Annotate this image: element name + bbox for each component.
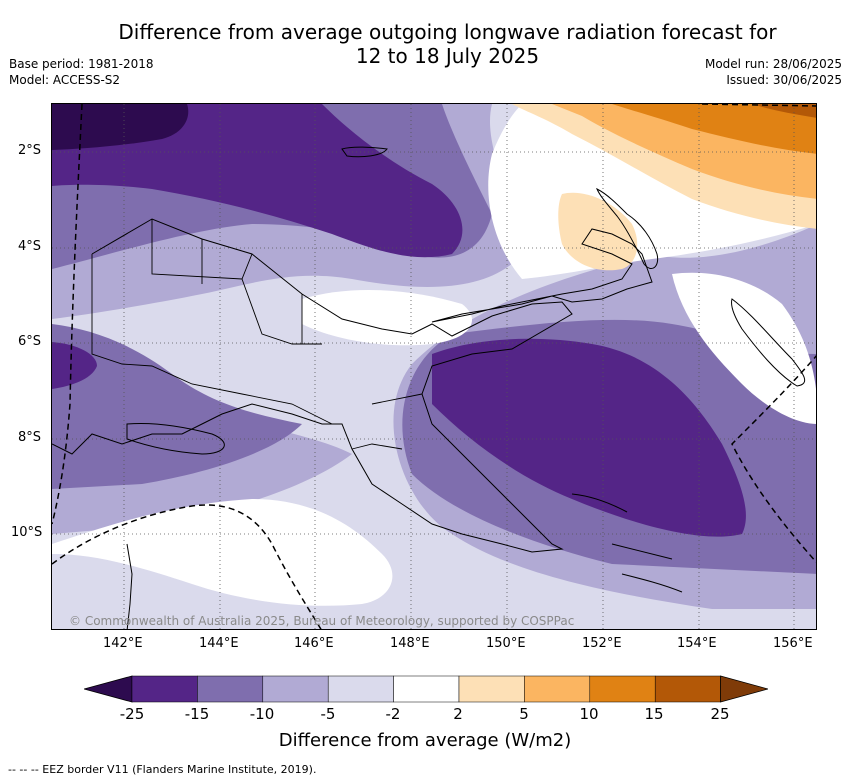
x-tick-150e: 150°E — [486, 636, 526, 651]
band-below-minus25 — [52, 104, 189, 150]
colorbar-label-3: -5 — [320, 705, 336, 723]
colorbar-label-9: 25 — [710, 705, 730, 723]
base-period: Base period: 1981-2018 — [9, 57, 154, 71]
band-minus25-west — [52, 342, 97, 389]
colorbar-title: Difference from average (W/m2) — [278, 730, 572, 751]
colorbar-cell-1 — [131, 675, 198, 703]
x-tick-154e: 154°E — [677, 636, 717, 651]
coastlines — [52, 146, 806, 629]
colorbar-label-0: -25 — [119, 705, 145, 723]
y-tick-10s: 10°S — [11, 525, 43, 540]
band-neutral-center — [302, 289, 472, 346]
colorbar-cell-2 — [197, 675, 264, 703]
band-plus15 — [752, 104, 816, 118]
band-neutral-south — [52, 499, 393, 606]
colorbar-label-2: -10 — [249, 705, 275, 723]
y-tick-4s: 4°S — [18, 239, 42, 254]
eez-borders — [52, 104, 816, 629]
x-tick-144e: 144°E — [199, 636, 239, 651]
y-tick-2s: 2°S — [18, 143, 42, 158]
colorbar-svg — [82, 675, 770, 703]
colorbar — [82, 675, 770, 709]
x-tick-148e: 148°E — [390, 636, 430, 651]
colorbar-cell-3 — [262, 675, 329, 703]
issued-date: Issued: 30/06/2025 — [726, 73, 842, 87]
new-britain-coast — [431, 228, 653, 323]
colorbar-cell-4 — [327, 675, 394, 703]
map-panel — [51, 103, 817, 630]
new-guinea-coast — [52, 218, 573, 553]
x-tick-152e: 152°E — [582, 636, 622, 651]
new-ireland-coast — [596, 187, 659, 269]
colorbar-cell-6 — [458, 675, 525, 703]
band-minus15-west — [52, 324, 302, 489]
x-tick-156e: 156°E — [773, 636, 813, 651]
colorbar-cell-9 — [654, 675, 721, 703]
eez-legend-note: -- -- -- EEZ border V11 (Flanders Marine… — [8, 763, 317, 776]
eez-west — [52, 104, 83, 525]
band-minus25-east — [432, 338, 746, 537]
colorbar-cell-7 — [524, 675, 591, 703]
y-tick-8s: 8°S — [18, 430, 42, 445]
colorbar-label-6: 5 — [519, 705, 529, 723]
title-line-2: 12 to 18 July 2025 — [355, 44, 540, 68]
band-plus10 — [612, 104, 816, 154]
band-minus25-north — [52, 104, 463, 258]
eez-southeast — [731, 355, 816, 563]
y-tick-6s: 6°S — [18, 334, 42, 349]
colorbar-high-arrow — [720, 675, 770, 703]
colorbar-label-8: 15 — [644, 705, 664, 723]
run-info: Model run: 28/06/2025 Issued: 30/06/2025 — [705, 56, 842, 88]
colorbar-cell-5 — [393, 675, 460, 703]
map-svg — [52, 104, 816, 629]
model-info: Base period: 1981-2018 Model: ACCESS-S2 — [9, 56, 154, 88]
islands-southeast — [571, 493, 683, 593]
x-tick-142e: 142°E — [103, 636, 143, 651]
fly-coast — [126, 423, 225, 455]
model-name: Model: ACCESS-S2 — [9, 73, 121, 87]
bougainville-coast — [731, 298, 806, 387]
colorbar-cell-8 — [589, 675, 656, 703]
manus-coast — [341, 146, 388, 158]
colorbar-low-arrow — [82, 675, 133, 703]
colorbar-label-1: -15 — [184, 705, 210, 723]
map-title: Difference from average outgoing longwav… — [70, 20, 825, 68]
x-tick-146e: 146°E — [294, 636, 334, 651]
provincial-borders — [91, 219, 423, 450]
colorbar-label-4: -2 — [385, 705, 401, 723]
eez-south — [52, 504, 322, 629]
colorbar-label-7: 10 — [579, 705, 599, 723]
band-neutral-east — [672, 272, 816, 424]
colorbar-label-5: 2 — [453, 705, 463, 723]
band-plus2-island — [558, 192, 638, 271]
cape-york-coast — [126, 543, 133, 629]
model-run: Model run: 28/06/2025 — [704, 57, 842, 71]
title-line-1: Difference from average outgoing longwav… — [118, 20, 777, 44]
copyright-notice: © Commonwealth of Australia 2025, Bureau… — [69, 614, 575, 628]
